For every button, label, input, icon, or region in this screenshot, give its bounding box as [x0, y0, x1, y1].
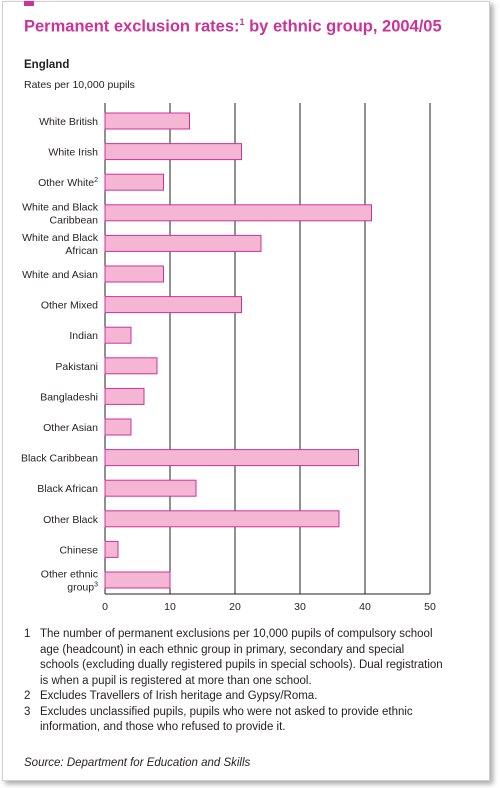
bar: [104, 357, 158, 375]
chart-subtitle: England: [24, 59, 70, 71]
footnote-text: Excludes Travellers of Irish heritage an…: [40, 690, 318, 702]
x-tick-label: 0: [102, 601, 108, 613]
footnote-text: The number of permanent exclusions per 1…: [40, 628, 443, 687]
bar: [104, 510, 340, 528]
chart-title-main: Permanent exclusion rates:: [24, 17, 240, 36]
footnote-3: 3 Excludes unclassified pupils, pupils wh…: [24, 705, 444, 736]
bar: [104, 143, 242, 161]
bar: [104, 449, 359, 467]
category-label: Other Black: [43, 514, 99, 526]
bar: [104, 173, 164, 191]
x-tick-label: 40: [359, 601, 371, 613]
category-label: Other Mixed: [41, 300, 98, 312]
category-label: White and Asian: [22, 269, 98, 281]
category-label: Black African: [37, 483, 98, 495]
bar: [104, 387, 145, 405]
category-label: Other ethnic group3: [41, 569, 98, 594]
category-label: Other Asian: [43, 422, 98, 434]
footnote-1: 1 The number of permanent exclusions per …: [24, 627, 444, 689]
footnote-2: 2 Excludes Travellers of Irish heritage a…: [24, 689, 444, 705]
chart-title-tail: by ethnic group, 2004/05: [244, 17, 442, 36]
bar: [104, 234, 262, 252]
bar: [104, 112, 190, 130]
bar: [104, 418, 132, 436]
figure-number-stub: [24, 1, 34, 6]
category-label: Bangladeshi: [40, 391, 98, 403]
bar: [104, 540, 119, 558]
footnotes: 1 The number of permanent exclusions per …: [24, 627, 444, 736]
x-tick-label: 10: [164, 601, 176, 613]
chart-title: Permanent exclusion rates:1 by ethnic gr…: [24, 17, 442, 37]
bar: [104, 326, 132, 344]
x-tick-label: 20: [229, 601, 241, 613]
footnote-number: 2: [24, 690, 31, 702]
category-label: Pakistani: [55, 361, 98, 373]
source-note: Source: Department for Education and Ski…: [24, 757, 251, 769]
category-label: White British: [39, 116, 98, 128]
category-label: Black Caribbean: [21, 453, 98, 465]
x-tick-label: 50: [424, 601, 436, 613]
bar-chart: White British White Irish Other White2 Whit…: [21, 103, 436, 613]
bar: [104, 204, 372, 222]
category-label: White and Black Caribbean: [22, 201, 99, 226]
chart-units-label: Rates per 10,000 pupils: [24, 79, 135, 91]
category-label: Chinese: [59, 544, 98, 556]
bar: [104, 296, 242, 314]
category-label: Indian: [69, 330, 98, 342]
bar: [104, 265, 164, 283]
category-label: Other White2: [38, 177, 98, 189]
category-label: White Irish: [48, 147, 98, 159]
figure-frame: [2, 1, 490, 781]
footnote-text: Excludes unclassified pupils, pupils who…: [40, 705, 413, 734]
footnote-number: 3: [24, 705, 31, 718]
bar: [104, 571, 171, 589]
chart-title-footnote-ref: 1: [239, 17, 245, 27]
x-tick-label: 30: [294, 601, 306, 613]
footnote-number: 1: [24, 628, 31, 640]
category-label: White and Black African: [22, 232, 99, 257]
bar: [104, 479, 197, 497]
